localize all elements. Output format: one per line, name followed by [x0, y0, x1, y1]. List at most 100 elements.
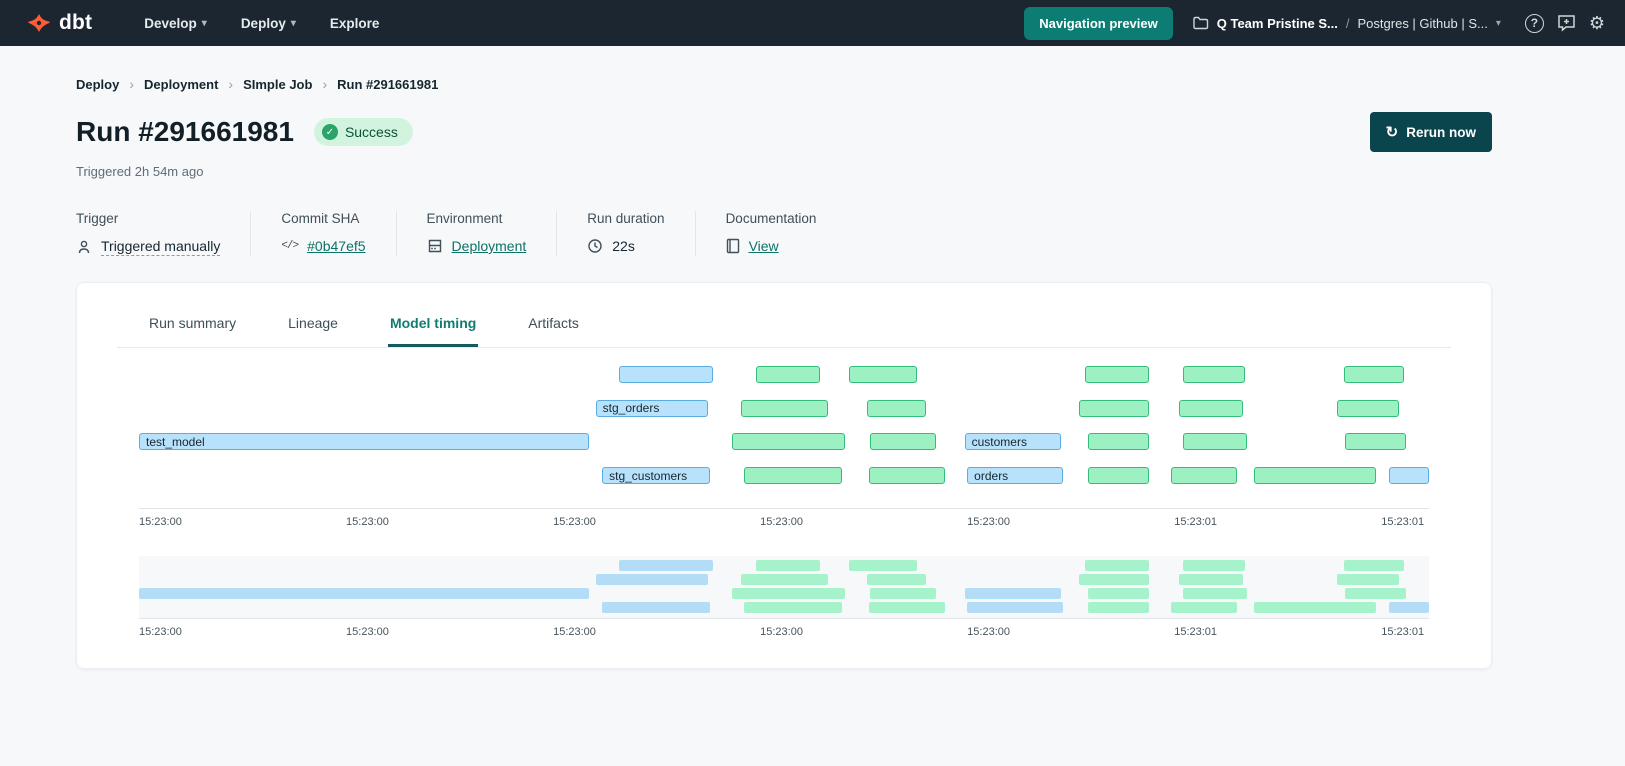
commit-sha-link[interactable]: #0b47ef5	[307, 238, 366, 254]
minimap-bar	[755, 560, 821, 571]
chevron-down-icon: ▾	[201, 17, 207, 29]
minimap-bar	[1084, 560, 1150, 571]
rerun-now-button[interactable]: ↻ Rerun now	[1369, 112, 1492, 152]
axis-tick-label: 15:23:01	[1174, 516, 1218, 528]
navigation-preview-button[interactable]: Navigation preview	[1024, 6, 1173, 40]
meta-documentation: Documentation View	[726, 211, 847, 256]
gantt-bar[interactable]	[869, 467, 946, 485]
run-detail-card: Run summary Lineage Model timing Artifac…	[76, 282, 1492, 669]
gantt-bar[interactable]	[1171, 467, 1237, 485]
gantt-bar[interactable]	[1079, 399, 1150, 417]
axis-tick-label: 15:23:01	[1381, 516, 1425, 528]
minimap-bar	[1182, 560, 1245, 571]
dbt-logo-icon	[28, 14, 50, 32]
folder-icon	[1193, 16, 1208, 30]
minimap-chart[interactable]	[139, 556, 1429, 618]
breadcrumb-job[interactable]: SImple Job	[243, 76, 313, 92]
breadcrumb-deployment[interactable]: Deployment	[144, 76, 219, 92]
gantt-bar[interactable]	[1253, 467, 1377, 485]
gantt-bar[interactable]	[1337, 399, 1400, 417]
axis-tick-label: 15:23:00	[346, 516, 389, 528]
account-name[interactable]: Q Team Pristine S...	[1216, 15, 1338, 31]
breadcrumb-deploy[interactable]: Deploy	[76, 76, 120, 92]
axis-tick-label: 15:23:00	[346, 626, 389, 638]
gantt-bar[interactable]	[744, 467, 843, 485]
minimap-bar	[866, 574, 926, 585]
gantt-bar[interactable]	[1182, 366, 1245, 383]
breadcrumb-separator: ›	[322, 76, 328, 92]
minimap-bar	[1343, 560, 1405, 571]
minimap-bar	[1182, 588, 1248, 599]
trigger-value[interactable]: Triggered manually	[101, 238, 221, 256]
gantt-bar[interactable]	[866, 399, 926, 417]
nav-menu-develop[interactable]: Develop ▾	[144, 15, 207, 31]
tab-model-timing[interactable]: Model timing	[387, 305, 479, 347]
tab-lineage[interactable]: Lineage	[288, 315, 338, 331]
breadcrumb-separator: ›	[129, 76, 135, 92]
settings-gear-icon[interactable]: ⚙	[1588, 13, 1605, 33]
tab-run-summary[interactable]: Run summary	[149, 315, 237, 331]
gantt-bar[interactable]	[1345, 433, 1406, 451]
breadcrumb-run: Run #291661981	[337, 76, 439, 92]
chevron-down-icon: ▾	[290, 17, 296, 29]
gantt-bar-stg_orders[interactable]: stg_orders	[595, 399, 708, 417]
tab-artifacts[interactable]: Artifacts	[528, 315, 579, 331]
meta-environment: Environment Deployment	[427, 211, 558, 256]
nav-menu-explore[interactable]: Explore	[329, 15, 380, 31]
minimap-bar	[741, 574, 828, 585]
nav-menu-deploy[interactable]: Deploy ▾	[240, 15, 296, 31]
dbt-logo[interactable]: dbt	[26, 10, 92, 36]
gantt-bar[interactable]	[1178, 399, 1244, 417]
gantt-bar[interactable]	[1389, 467, 1429, 485]
feedback-icon[interactable]	[1557, 14, 1576, 32]
minimap-bar	[1253, 602, 1377, 613]
meta-label: Commit SHA	[281, 211, 360, 226]
environment-link[interactable]: Deployment	[451, 238, 527, 254]
triggered-timestamp: Triggered 2h 54m ago	[76, 164, 204, 179]
meta-label: Run duration	[587, 211, 665, 226]
minimap-time-axis: 15:23:00 15:23:00 15:23:00 15:23:00 15:23:00…	[139, 618, 1429, 644]
minimap-bar	[1079, 574, 1150, 585]
meta-run-duration: Run duration 22s	[587, 211, 696, 256]
account-project-switcher[interactable]: Q Team Pristine S... / Postgres | Github…	[1193, 16, 1501, 31]
project-name[interactable]: Postgres | Github | S...	[1357, 15, 1488, 31]
minimap-bar	[848, 560, 917, 571]
minimap-bar	[732, 588, 845, 599]
clock-icon	[588, 239, 602, 253]
status-label: Success	[344, 124, 398, 140]
document-icon	[726, 238, 739, 254]
minimap-bar-customers	[964, 588, 1062, 599]
gantt-bar[interactable]	[1182, 433, 1248, 451]
gantt-bar[interactable]	[732, 433, 845, 451]
gantt-bar-customers[interactable]: customers	[964, 433, 1062, 451]
axis-tick-label: 15:23:00	[967, 516, 1010, 528]
gantt-bar[interactable]	[848, 366, 917, 383]
gantt-bar[interactable]	[1343, 366, 1405, 383]
meta-commit-sha: Commit SHA </> #0b47ef5	[281, 211, 397, 256]
gantt-bar[interactable]	[741, 399, 828, 417]
axis-tick-label: 15:23:00	[967, 626, 1010, 638]
minimap-bar	[1345, 588, 1406, 599]
gantt-bar-test_model[interactable]: test_model	[139, 433, 590, 451]
logo-text: dbt	[59, 11, 93, 34]
gantt-bar-orders[interactable]: orders	[967, 467, 1063, 485]
gantt-bar[interactable]	[1088, 467, 1150, 485]
documentation-view-link[interactable]: View	[748, 238, 779, 254]
run-meta-row: Trigger Triggered manually Commit SHA </…	[76, 211, 1492, 256]
gantt-bar-stg_customers[interactable]: stg_customers	[602, 467, 711, 485]
help-icon[interactable]: ?	[1524, 13, 1544, 33]
minimap-bar	[618, 560, 714, 571]
axis-tick-label: 15:23:00	[139, 626, 182, 638]
minimap-bar	[869, 602, 946, 613]
page-title: Run #291661981	[76, 116, 294, 147]
gantt-bar[interactable]	[755, 366, 821, 383]
minimap-bar-stg_orders	[595, 574, 708, 585]
gantt-bar[interactable]	[870, 433, 937, 451]
axis-tick-label: 15:23:00	[139, 516, 182, 528]
minimap-bar	[870, 588, 937, 599]
breadcrumb-separator: ›	[228, 76, 234, 92]
gantt-bar[interactable]	[618, 366, 714, 383]
gantt-bar[interactable]	[1084, 366, 1150, 383]
gantt-bar[interactable]	[1088, 433, 1150, 451]
minimap-bar-stg_customers	[602, 602, 711, 613]
